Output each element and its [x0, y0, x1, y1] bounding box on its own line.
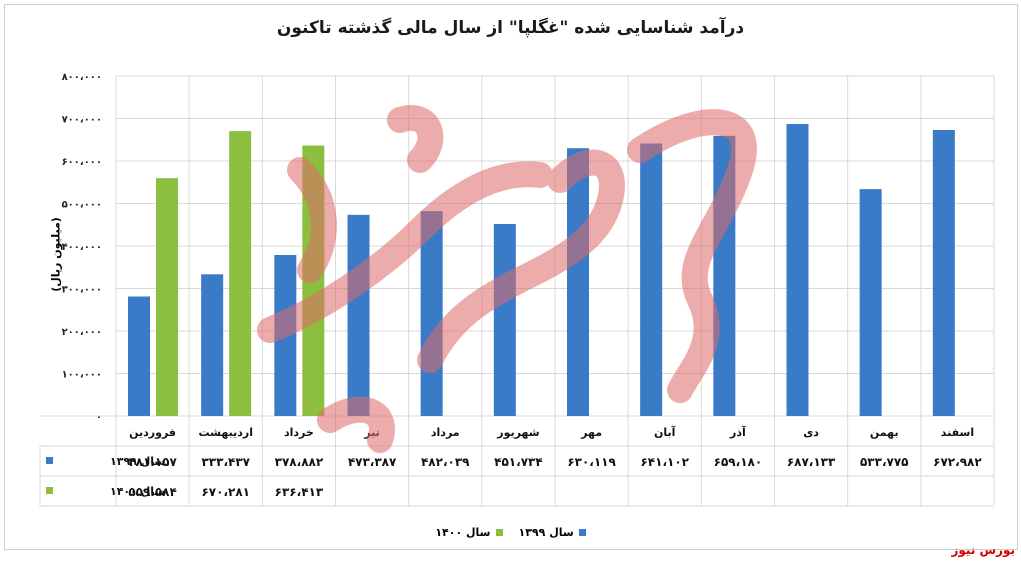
bar-1399: [128, 296, 150, 416]
x-tick-label: مرداد: [431, 426, 460, 439]
x-tick-label: دی: [803, 426, 819, 439]
data-label: ۶۴۱،۱۰۲: [640, 455, 689, 469]
bar-1399: [493, 224, 516, 416]
bar-1400: [229, 131, 252, 417]
legend-item-1399: سال ۱۳۹۹: [519, 526, 586, 539]
watermark-stroke: [387, 105, 444, 173]
watermark-logo: [257, 105, 757, 453]
legend-label-1399: سال ۱۳۹۹: [518, 526, 574, 539]
legend-item-1400: سال ۱۴۰۰: [435, 526, 503, 539]
x-tick-label: فروردین: [129, 426, 176, 439]
data-label: ۴۷۳،۳۸۷: [348, 455, 397, 469]
x-tick-label: شهریور: [496, 426, 539, 439]
x-tick-label: اسفند: [941, 426, 974, 439]
watermark-stroke: [287, 157, 337, 283]
data-label: ۶۵۹،۱۸۰: [714, 455, 763, 469]
y-tick-label: ۵۰۰،۰۰۰: [62, 200, 102, 211]
data-label: ۶۳۶،۴۱۳: [275, 485, 324, 499]
x-tick-label: اردیبهشت: [199, 426, 253, 439]
y-tick-label: ۰: [96, 412, 102, 423]
y-tick-label: ۸۰۰،۰۰۰: [62, 72, 102, 83]
y-tick-label: ۷۰۰،۰۰۰: [62, 115, 102, 126]
row-swatch-1399: [46, 457, 53, 464]
y-tick-label: ۱۰۰،۰۰۰: [62, 370, 102, 381]
data-label: ۴۵۱،۷۳۴: [494, 455, 543, 469]
bar-1399: [201, 274, 224, 416]
x-tick-label: آذر: [729, 425, 746, 439]
row-series-name: سال ۱۴۰۰: [110, 485, 165, 498]
y-tick-label: ۶۰۰،۰۰۰: [62, 157, 102, 168]
chart-title: درآمد شناسایی شده "غگلپا" از سال مالی گذ…: [276, 18, 745, 38]
data-label: ۳۷۸،۸۸۲: [275, 455, 324, 469]
data-label: ۶۸۷،۱۳۳: [787, 455, 836, 469]
y-tick-label: ۴۰۰،۰۰۰: [62, 242, 102, 253]
bar-1399: [347, 214, 370, 416]
watermark-stroke: [627, 109, 757, 403]
bar-1400: [156, 178, 178, 416]
legend-label-1400: سال ۱۴۰۰: [435, 526, 491, 539]
data-label: ۵۵۹،۵۸۴: [128, 485, 177, 499]
x-tick-label: بهمن: [870, 426, 899, 439]
brand-watermark: بورس نیوز: [951, 543, 1015, 557]
y-tick-label: ۳۰۰،۰۰۰: [62, 285, 102, 296]
x-tick-label: آبان: [654, 425, 676, 439]
legend-swatch-1399: [578, 529, 586, 536]
data-label: ۵۳۳،۷۷۵: [860, 455, 909, 469]
data-label: ۲۸۱،۱۵۷: [128, 455, 177, 469]
y-tick-label: ۲۰۰،۰۰۰: [62, 327, 102, 338]
row-series-name: سال ۱۳۹۹: [110, 455, 165, 468]
data-label: ۴۸۲،۰۳۹: [421, 455, 470, 469]
bar-1399: [567, 148, 589, 416]
watermark-stroke: [257, 161, 553, 343]
legend-swatch-1400: [495, 529, 503, 536]
data-label: ۶۷۰،۲۸۱: [201, 485, 250, 499]
watermark-stroke: [317, 396, 395, 453]
x-tick-label: مهر: [580, 426, 602, 439]
bar-1399: [859, 189, 882, 416]
data-label: ۶۳۰،۱۱۹: [567, 455, 616, 469]
data-label: ۳۳۳،۴۳۷: [201, 455, 250, 469]
row-swatch-1400: [46, 487, 53, 494]
bar-1399: [786, 123, 809, 416]
x-tick-label: خرداد: [284, 426, 314, 439]
legend: سال ۱۳۹۹ سال ۱۴۰۰: [0, 526, 1021, 539]
bar-1399: [640, 143, 663, 416]
data-label: ۶۷۲،۹۸۲: [933, 455, 982, 469]
watermark-stroke: [417, 149, 625, 373]
bar-1399: [932, 129, 955, 416]
